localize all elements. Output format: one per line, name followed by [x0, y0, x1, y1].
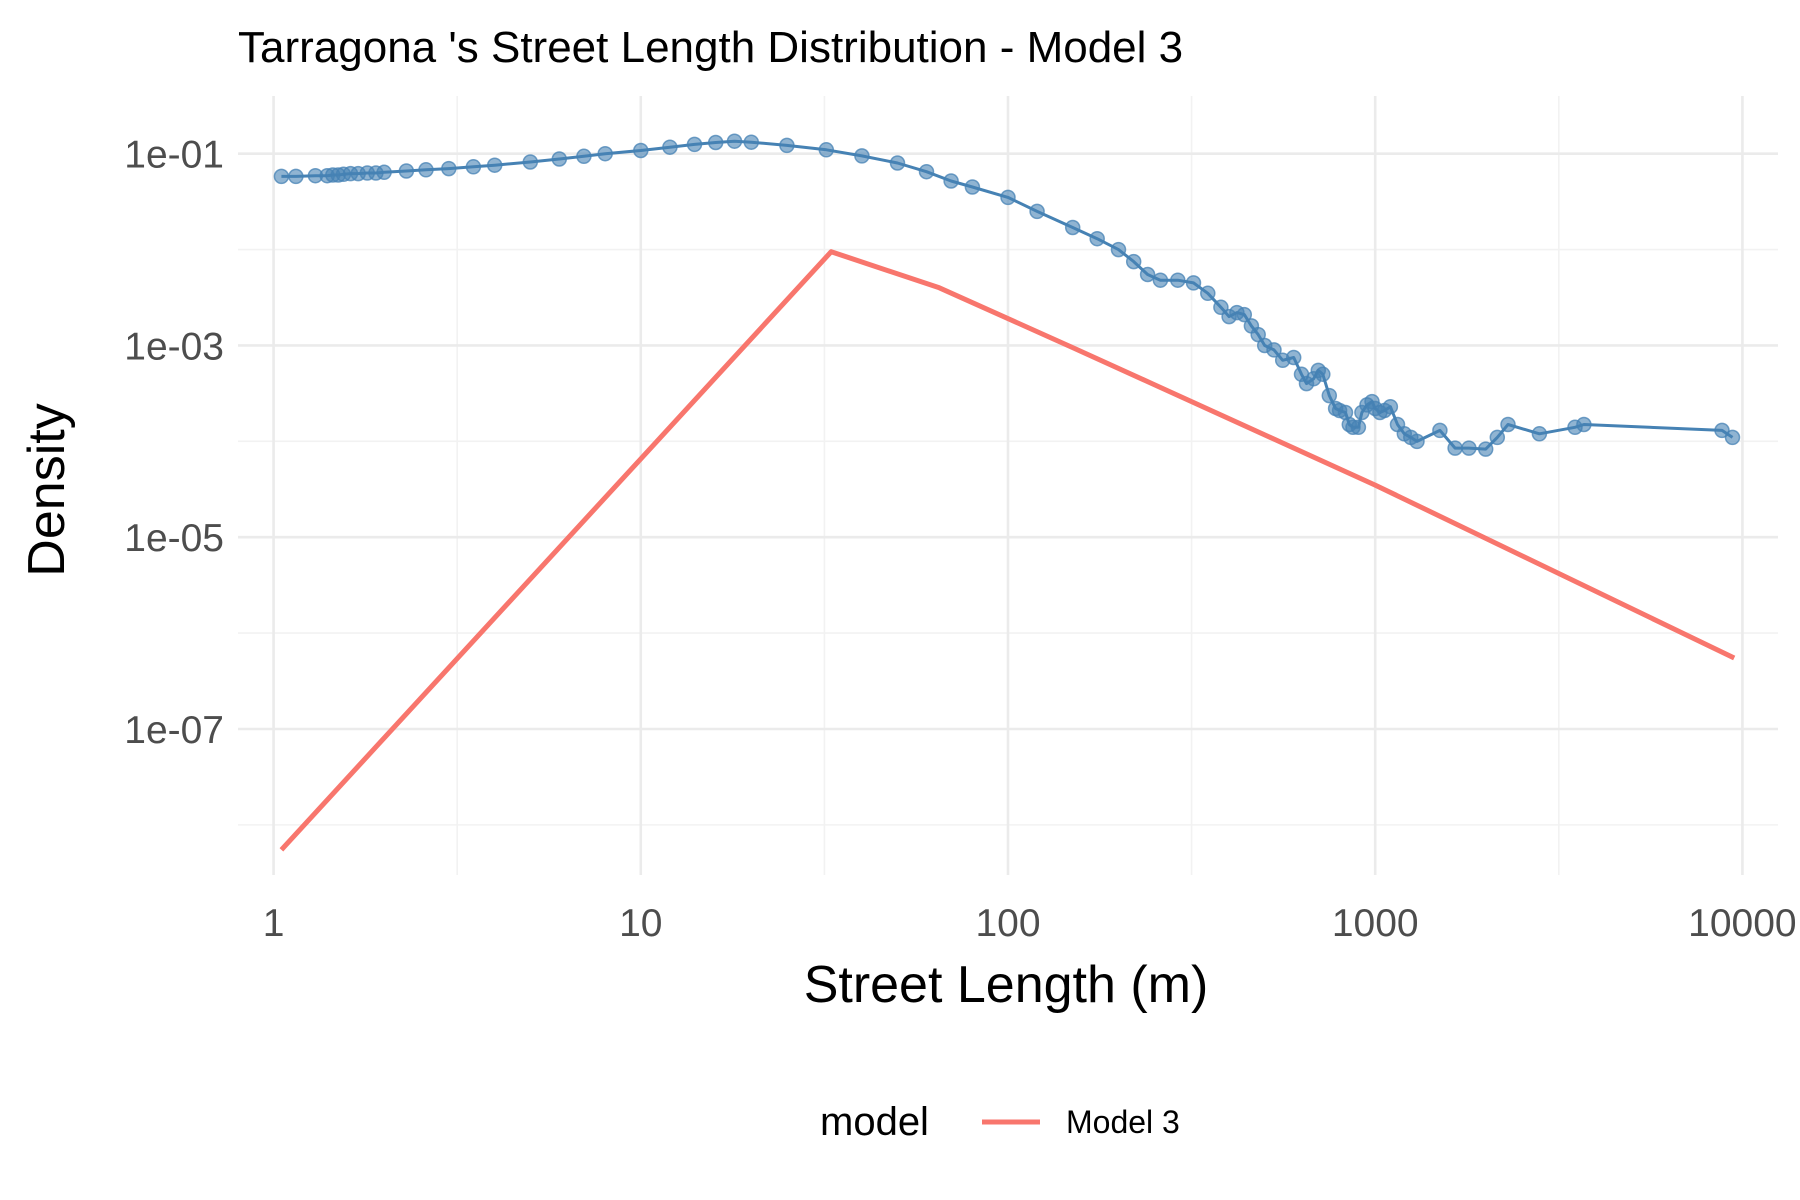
empirical-point	[743, 134, 760, 150]
empirical-point	[1285, 349, 1302, 366]
empirical-point	[486, 157, 503, 173]
empirical-point	[1409, 433, 1425, 450]
empirical-point	[1152, 272, 1169, 288]
empirical-point	[633, 142, 649, 159]
legend-title: model	[820, 1100, 929, 1144]
empirical-point	[1110, 241, 1127, 258]
x-tick-label: 1	[263, 902, 285, 945]
empirical-point	[662, 139, 678, 155]
empirical-point	[1266, 342, 1282, 358]
empirical-point	[376, 164, 392, 181]
model-3-line	[279, 249, 1736, 852]
x-tick-label: 100	[975, 902, 1040, 945]
x-axis-title: Street Length (m)	[804, 956, 1209, 1014]
empirical-point	[1200, 285, 1216, 302]
x-tick-label: 10	[619, 902, 662, 945]
empirical-point	[1125, 253, 1142, 270]
empirical-point	[273, 168, 290, 185]
empirical-point	[1461, 440, 1477, 456]
empirical-point	[918, 163, 935, 180]
empirical-point	[1477, 441, 1494, 457]
y-tick-label: 1e-07	[124, 709, 224, 752]
empirical-point	[1382, 398, 1399, 415]
legend: model Model 3	[820, 1100, 1180, 1144]
empirical-point	[288, 168, 304, 185]
empirical-point	[686, 136, 703, 153]
empirical-point	[1315, 366, 1331, 383]
empirical-point	[1576, 416, 1592, 433]
empirical-point	[1000, 189, 1016, 206]
empirical-point	[726, 133, 743, 149]
empirical-series	[273, 133, 1741, 457]
empirical-point	[889, 155, 906, 171]
empirical-point	[1029, 203, 1045, 220]
empirical-point	[1170, 272, 1186, 288]
empirical-point	[418, 162, 434, 178]
y-axis-title: Density	[18, 403, 76, 576]
empirical-point	[964, 179, 981, 195]
empirical-point	[854, 148, 870, 164]
empirical-point	[1321, 387, 1338, 404]
empirical-point	[551, 151, 568, 167]
empirical-point	[1489, 429, 1506, 446]
empirical-point	[1139, 266, 1156, 283]
empirical-point	[1714, 422, 1730, 439]
y-axis-tick-labels: 1e-01 1e-03 1e-05 1e-07	[124, 134, 224, 752]
empirical-point	[1500, 416, 1516, 433]
empirical-point	[1185, 275, 1202, 291]
major-gridlines	[238, 96, 1778, 875]
empirical-point	[1064, 219, 1081, 236]
x-axis-tick-labels: 1 10 100 1000 10000	[263, 902, 1797, 945]
empirical-point	[818, 142, 835, 158]
empirical-point	[576, 148, 592, 165]
x-tick-label: 1000	[1332, 902, 1419, 945]
empirical-point	[597, 145, 613, 162]
y-tick-label: 1e-01	[124, 134, 224, 177]
empirical-point	[398, 163, 415, 179]
legend-label-model-3: Model 3	[1066, 1104, 1180, 1140]
empirical-point	[707, 134, 724, 151]
empirical-point	[779, 137, 795, 154]
x-tick-label: 10000	[1688, 902, 1796, 945]
empirical-point	[1432, 422, 1448, 439]
empirical-point	[1236, 306, 1253, 323]
y-tick-label: 1e-05	[124, 517, 224, 560]
y-tick-label: 1e-03	[124, 325, 224, 368]
empirical-point	[1724, 429, 1741, 446]
chart-title: Tarragona 's Street Length Distribution …	[238, 23, 1183, 72]
empirical-point	[1350, 419, 1367, 436]
empirical-point	[522, 154, 539, 170]
empirical-point	[943, 173, 959, 189]
plot-area	[273, 133, 1741, 852]
empirical-point	[465, 159, 482, 175]
empirical-point	[1089, 230, 1105, 247]
empirical-point	[1531, 426, 1548, 442]
empirical-point	[441, 160, 457, 177]
empirical-point	[1447, 440, 1463, 456]
